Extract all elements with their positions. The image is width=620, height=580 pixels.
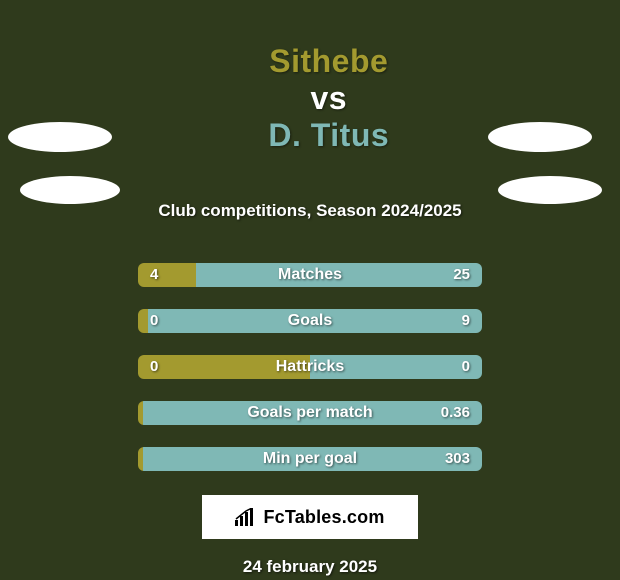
stat-bar	[138, 309, 482, 333]
avatar-left-2	[20, 176, 120, 204]
brand-text: FcTables.com	[263, 507, 384, 528]
avatar-right-2	[498, 176, 602, 204]
stat-bar-left	[138, 355, 310, 379]
stat-bar	[138, 355, 482, 379]
stat-row: Goals09	[0, 309, 620, 333]
avatar-right-1	[488, 122, 592, 152]
card-title: Sithebe vs D. Titus	[0, 6, 620, 191]
stat-row: Hattricks00	[0, 355, 620, 379]
comparison-card: Sithebe vs D. Titus Club competitions, S…	[0, 0, 620, 580]
stat-bar-right	[143, 447, 482, 471]
card-subtitle: Club competitions, Season 2024/2025	[0, 201, 620, 221]
stat-bar-right	[310, 355, 482, 379]
brand-box: FcTables.com	[202, 495, 418, 539]
avatar-left-1	[8, 122, 112, 152]
stat-bar-right	[148, 309, 482, 333]
stats-list: Matches425 Goals09 Hattricks00 Goals per ma…	[0, 263, 620, 471]
stat-bar-right	[143, 401, 482, 425]
stat-bar-left	[138, 309, 148, 333]
stat-row: Min per goal303	[0, 447, 620, 471]
title-vs: vs	[310, 80, 347, 116]
stat-bar	[138, 263, 482, 287]
player1-name: Sithebe	[269, 43, 388, 79]
stat-bar-right	[196, 263, 482, 287]
stat-bar-left	[138, 263, 196, 287]
stat-row: Goals per match0.36	[0, 401, 620, 425]
card-date: 24 february 2025	[0, 557, 620, 577]
stat-bar	[138, 401, 482, 425]
stat-row: Matches425	[0, 263, 620, 287]
player2-name: D. Titus	[268, 117, 389, 153]
brand-chart-icon	[235, 508, 257, 526]
stat-bar	[138, 447, 482, 471]
